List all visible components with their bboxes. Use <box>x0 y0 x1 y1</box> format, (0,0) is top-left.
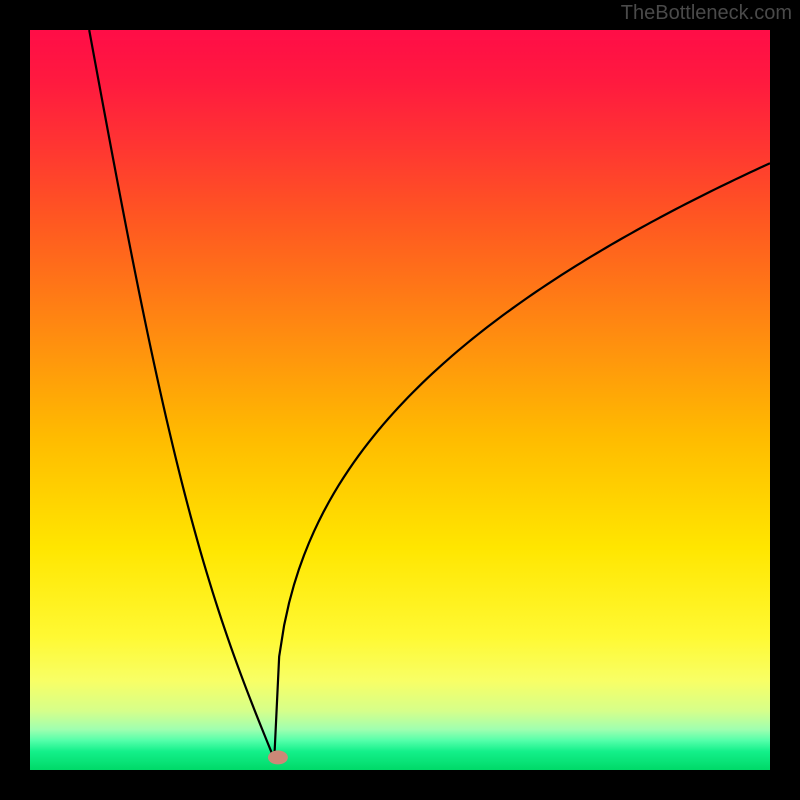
watermark-text: TheBottleneck.com <box>621 2 792 25</box>
chart-svg <box>0 0 800 800</box>
bottleneck-chart: TheBottleneck.com <box>0 0 800 800</box>
